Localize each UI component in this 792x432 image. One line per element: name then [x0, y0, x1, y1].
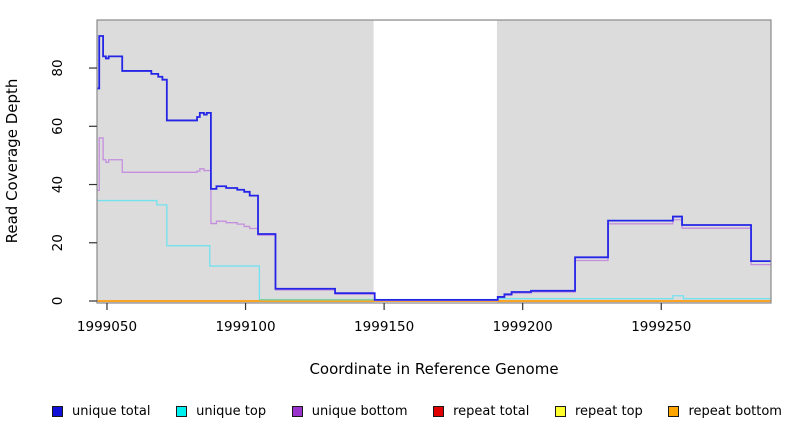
series-layer — [97, 35, 771, 302]
legend: unique total unique top unique bottom re… — [0, 399, 792, 423]
legend-label: unique bottom — [311, 403, 408, 419]
y-axis-title: Read Coverage Depth — [3, 79, 21, 244]
legend-swatch-unique-total — [52, 405, 63, 417]
coverage-plot: 1999050 1999100 1999150 1999200 1999250 0 20 4… — [3, 19, 772, 378]
legend-item-unique-top: unique top — [176, 404, 266, 419]
x-tick-label: 1999150 — [354, 319, 414, 335]
plot-border — [96, 19, 772, 304]
legend-item-repeat-top: repeat top — [555, 404, 643, 419]
legend-item-repeat-total: repeat total — [433, 404, 529, 419]
x-axis-title: Coordinate in Reference Genome — [309, 360, 558, 378]
series-line-unique-top — [97, 199, 771, 301]
legend-label: repeat bottom — [688, 403, 782, 419]
legend-swatch-repeat-bottom — [668, 405, 680, 417]
y-axis-ticks: 0 20 40 60 80 — [50, 59, 97, 305]
series-line-unique-total — [97, 35, 771, 301]
y-tick-label: 40 — [50, 176, 66, 193]
y-tick-label: 60 — [50, 118, 66, 135]
y-tick-label: 20 — [50, 234, 66, 251]
legend-label: unique top — [196, 403, 267, 419]
legend-swatch-unique-top — [176, 405, 188, 417]
coverage-plot-svg: 1999050 1999100 1999150 1999200 1999250 0 20 4… — [3, 19, 772, 378]
legend-item-unique-bottom: unique bottom — [291, 403, 408, 419]
x-axis-ticks: 1999050 1999100 1999150 1999200 1999250 — [77, 303, 691, 335]
x-tick-label: 1999200 — [493, 319, 553, 335]
legend-label: repeat top — [575, 403, 643, 419]
legend-swatch-unique-bottom — [291, 405, 303, 417]
x-tick-label: 1999050 — [77, 319, 137, 335]
y-tick-label: 0 — [50, 297, 66, 306]
masked-region-band — [373, 20, 497, 303]
legend-label: unique total — [72, 403, 151, 419]
legend-label: repeat total — [453, 403, 530, 419]
x-tick-label: 1999100 — [215, 319, 275, 335]
legend-item-unique-total: unique total — [52, 404, 150, 419]
y-tick-label: 80 — [50, 59, 66, 76]
legend-item-repeat-bottom: repeat bottom — [668, 404, 782, 419]
x-tick-label: 1999250 — [631, 319, 691, 335]
legend-swatch-repeat-total — [433, 405, 445, 417]
legend-swatch-repeat-top — [555, 405, 566, 417]
